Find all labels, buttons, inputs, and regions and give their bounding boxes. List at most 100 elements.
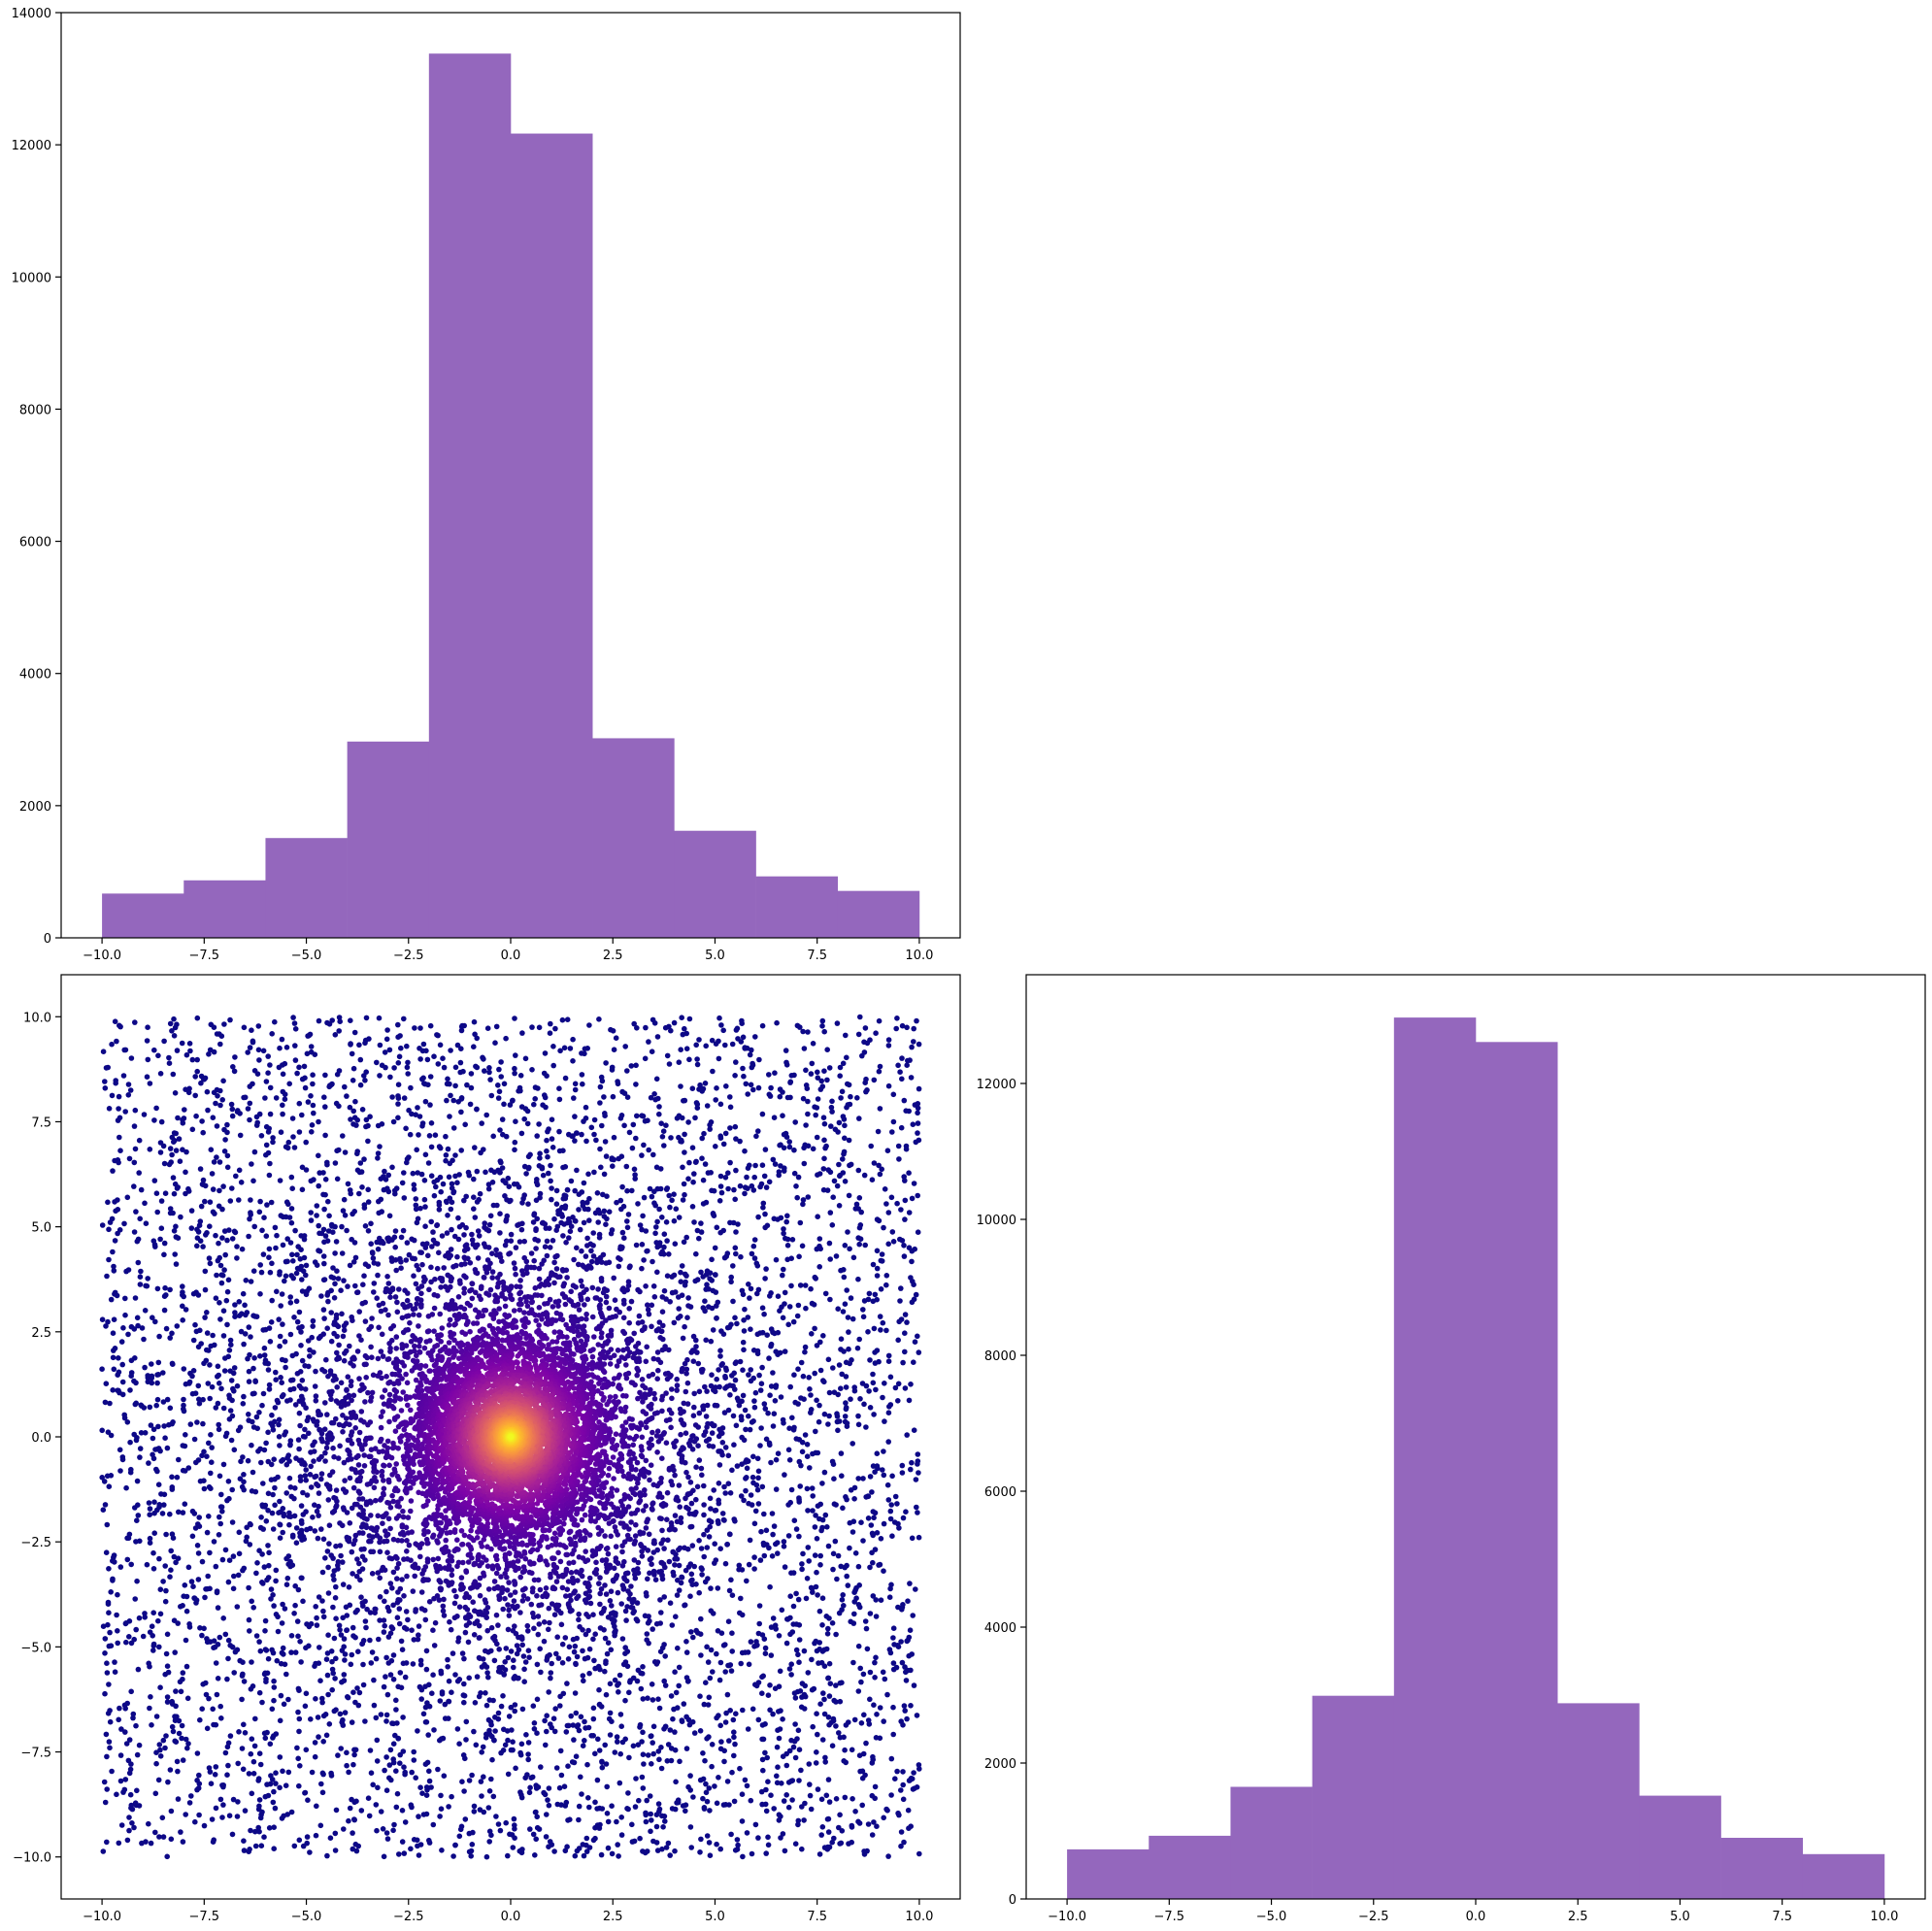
scatter-point (370, 1255, 377, 1261)
scatter-point (727, 1219, 733, 1226)
scatter-point (825, 1715, 832, 1720)
scatter-point (550, 1145, 556, 1150)
scatter-point (392, 1732, 398, 1739)
scatter-point (459, 1779, 465, 1784)
scatter-point (881, 1448, 886, 1454)
hist-top-ytick-label: 4000 (19, 668, 51, 683)
scatter-point (498, 1703, 505, 1710)
scatter-point (384, 1836, 391, 1842)
scatter-point (793, 1590, 799, 1597)
scatter-point (323, 1656, 330, 1662)
scatter-point (804, 1453, 811, 1459)
scatter-point (396, 1620, 403, 1627)
scatter-point (869, 1792, 876, 1799)
scatter-point (406, 1251, 413, 1258)
scatter-point (649, 1733, 654, 1739)
scatter-point (375, 1155, 381, 1161)
scatter-point (633, 1776, 639, 1781)
scatter-point (287, 1438, 294, 1444)
scatter-point (673, 1779, 679, 1785)
scatter-point (671, 1191, 677, 1197)
scatter-point (552, 1706, 558, 1712)
scatter-point (672, 1729, 678, 1735)
scatter-point (256, 1797, 263, 1803)
scatter-point (753, 1133, 759, 1140)
scatter-point (903, 1678, 910, 1683)
scatter-point (190, 1368, 197, 1374)
scatter-point (159, 1814, 166, 1821)
scatter-point (810, 1723, 816, 1730)
scatter-point (385, 1188, 392, 1195)
scatter-point (157, 1071, 164, 1077)
scatter-point (154, 1468, 160, 1475)
scatter-point (676, 1215, 683, 1220)
scatter-point (825, 1421, 831, 1427)
scatter-point (717, 1173, 724, 1180)
scatter-point (269, 1031, 276, 1037)
scatter-point (472, 1215, 479, 1220)
scatter-point (276, 1416, 283, 1423)
scatter-point (697, 1728, 704, 1734)
scatter-point (422, 1245, 429, 1250)
scatter-point (350, 1211, 355, 1217)
scatter-point (446, 1174, 452, 1181)
scatter-point (299, 1277, 305, 1282)
scatter-point (403, 1125, 409, 1132)
scatter-point (594, 1806, 600, 1812)
scatter-point (776, 1812, 783, 1817)
scatter-point (271, 1824, 278, 1830)
scatter-point (908, 1382, 914, 1387)
scatter-point (887, 1374, 894, 1381)
scatter-point (503, 1035, 509, 1042)
scatter-point (280, 1242, 286, 1248)
scatter-point (743, 1487, 749, 1494)
scatter-point (457, 1059, 464, 1066)
scatter-point (592, 1750, 598, 1757)
scatter-point (157, 1747, 163, 1753)
scatter-point (569, 1133, 575, 1140)
scatter-point (422, 1098, 429, 1105)
scatter-point (470, 1829, 476, 1836)
scatter-point (605, 1640, 612, 1646)
scatter-point (365, 1228, 372, 1234)
scatter-point (294, 1618, 301, 1624)
scatter-point (586, 1804, 592, 1811)
scatter-point (316, 1222, 322, 1229)
scatter-point (257, 1446, 263, 1452)
scatter-point (755, 1501, 762, 1507)
scatter-point (198, 1080, 204, 1086)
scatter-point (766, 1072, 772, 1078)
scatter-point (259, 1402, 265, 1409)
scatter-point (704, 1282, 710, 1287)
scatter-point (99, 1316, 106, 1322)
scatter-point (170, 1419, 176, 1425)
scatter-point (333, 1239, 340, 1245)
scatter-point (768, 1084, 774, 1091)
scatter-point (427, 1022, 434, 1029)
scatter-point (341, 1644, 348, 1649)
scatter-point (525, 1740, 532, 1746)
scatter-point (234, 1604, 241, 1610)
scatter-point (429, 1244, 435, 1249)
scatter-point (337, 1627, 343, 1633)
scatter-point (733, 1229, 739, 1235)
scatter-point (717, 1101, 724, 1108)
scatter-point (704, 1798, 711, 1805)
scatter-point (413, 1206, 419, 1213)
scatter-point (488, 1648, 494, 1654)
scatter-point (762, 1645, 769, 1651)
scatter-point (195, 1457, 202, 1463)
scatter-point (283, 1357, 288, 1364)
scatter-point (147, 1147, 153, 1152)
scatter-point (137, 1454, 143, 1460)
scatter-point (288, 1809, 295, 1815)
scatter-point (417, 1661, 424, 1668)
scatter-point (246, 1584, 251, 1591)
scatter-point (555, 1655, 562, 1661)
scatter-point (714, 1841, 719, 1848)
scatter-point (823, 1614, 830, 1619)
scatter-point (325, 1590, 332, 1596)
scatter-point (870, 1593, 877, 1599)
scatter-point (782, 1289, 788, 1296)
scatter-point (172, 1090, 179, 1096)
